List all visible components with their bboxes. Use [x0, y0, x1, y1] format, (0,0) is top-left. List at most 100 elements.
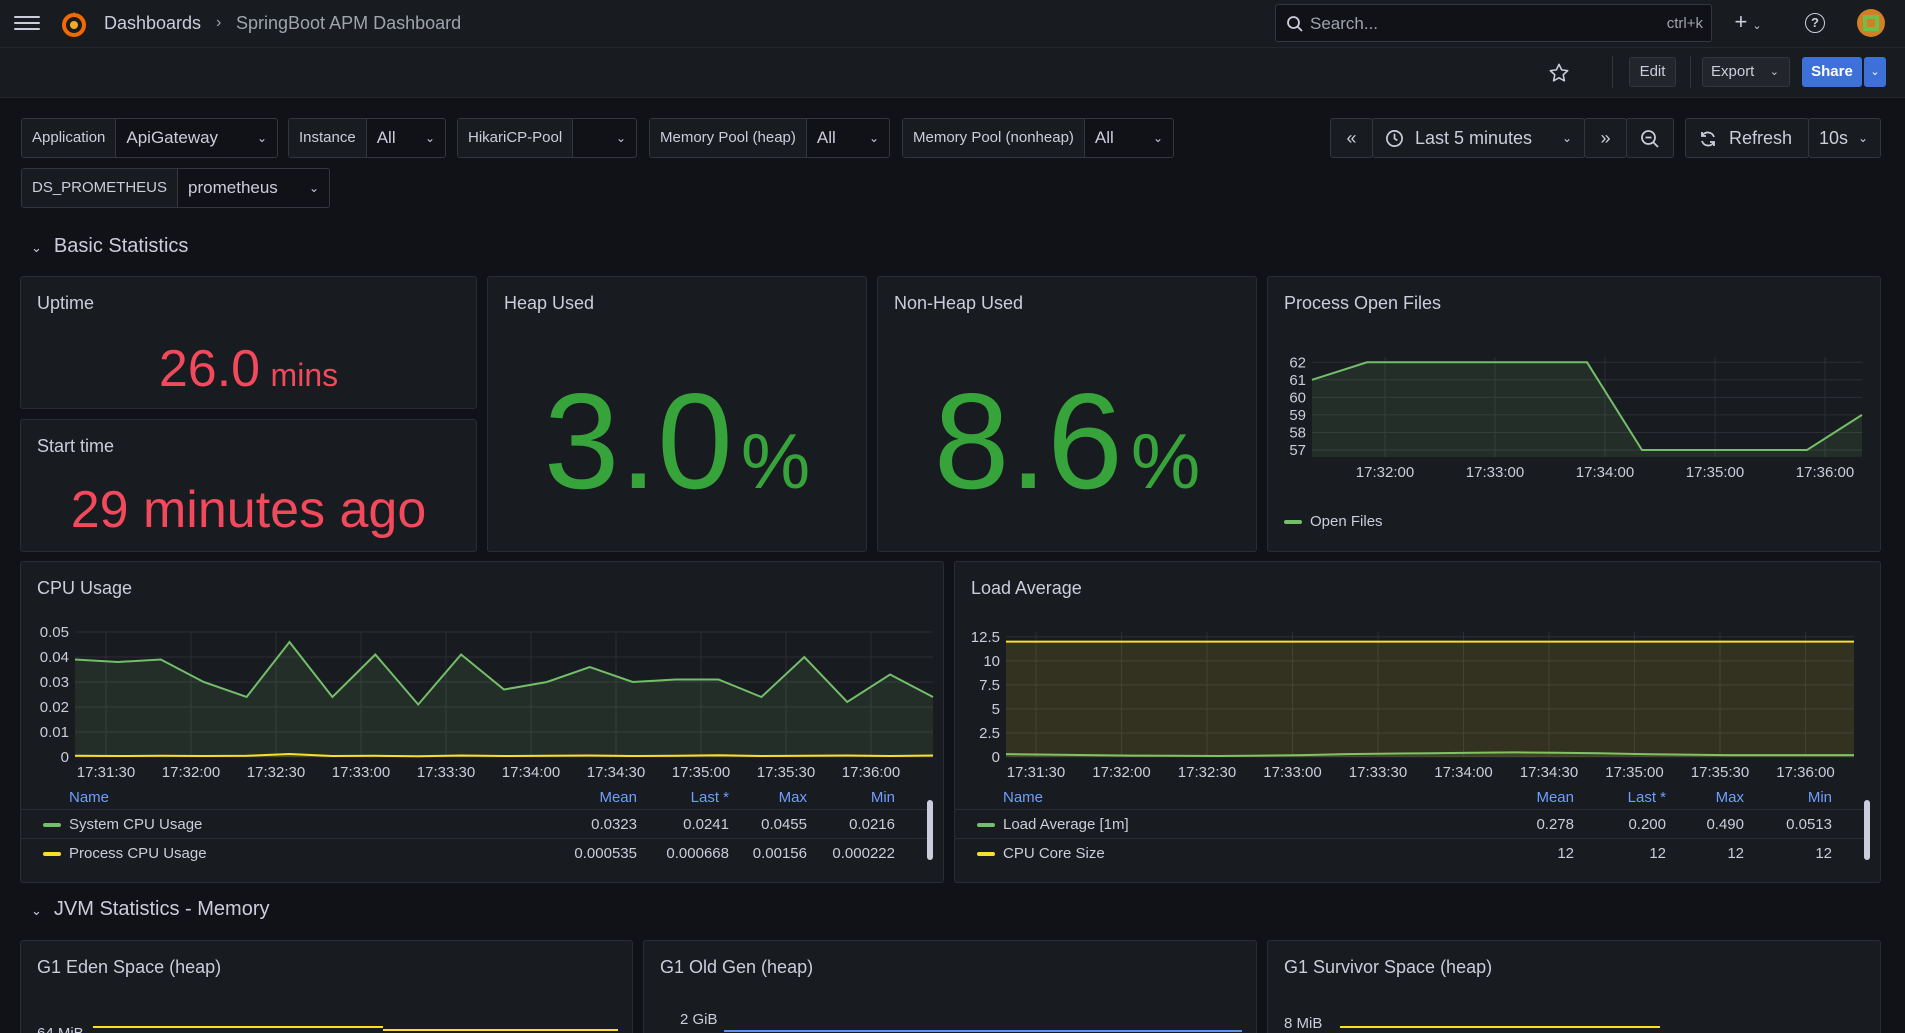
- legend-header-mean[interactable]: Mean: [1536, 789, 1574, 806]
- panel-g1-eden-space[interactable]: G1 Eden Space (heap) 64 MiB: [20, 940, 633, 1033]
- legend-header-last[interactable]: Last *: [1627, 789, 1666, 806]
- zoom-out-button[interactable]: [1626, 118, 1674, 158]
- share-button[interactable]: Share: [1802, 57, 1862, 87]
- panel-non-heap-used[interactable]: Non-Heap Used 8.6%: [877, 276, 1257, 552]
- panel-g1-survivor-space[interactable]: G1 Survivor Space (heap) 8 MiB: [1267, 940, 1881, 1033]
- variable-instance[interactable]: Instance All ⌄: [288, 118, 446, 158]
- legend-item-open-files[interactable]: Open Files: [1284, 513, 1383, 530]
- chevron-down-icon: ⌄: [308, 181, 319, 195]
- x-tick-label: 17:32:30: [247, 764, 305, 781]
- x-tick-label: 17:35:00: [1605, 764, 1663, 781]
- edit-button[interactable]: Edit: [1629, 57, 1676, 87]
- share-options-chevron-icon[interactable]: ⌄: [1864, 57, 1886, 87]
- y-tick-label: 0: [992, 749, 1000, 766]
- legend-header-name[interactable]: Name: [69, 789, 110, 806]
- menu-icon[interactable]: [14, 12, 40, 34]
- legend-scrollbar[interactable]: [927, 790, 933, 870]
- y-tick-label: 7.5: [979, 677, 1000, 694]
- clock-icon: [1386, 130, 1403, 147]
- top-navbar: Dashboards › SpringBoot APM Dashboard Se…: [0, 0, 1905, 48]
- legend-value-min: 0.0216: [849, 816, 895, 833]
- export-button[interactable]: Export ⌄: [1702, 57, 1790, 87]
- legend-header-min[interactable]: Min: [1807, 789, 1832, 806]
- series-line: [1311, 361, 1863, 451]
- x-tick-label: 17:35:00: [1686, 464, 1744, 481]
- chevron-down-icon: ⌄: [1857, 131, 1868, 145]
- variable-ds-prometheus[interactable]: DS_PROMETHEUS prometheus ⌄: [21, 168, 330, 208]
- row-jvm-statistics-memory[interactable]: ⌄ JVM Statistics - Memory: [31, 898, 269, 921]
- add-menu-button[interactable]: + ⌄: [1728, 9, 1768, 37]
- legend-series-name: Process CPU Usage: [43, 845, 207, 862]
- grafana-logo-icon[interactable]: [60, 10, 88, 38]
- series-area: [1006, 752, 1854, 757]
- panel-heap-used[interactable]: Heap Used 3.0%: [487, 276, 867, 552]
- legend-header-min[interactable]: Min: [870, 789, 895, 806]
- variable-application[interactable]: Application ApiGateway ⌄: [21, 118, 278, 158]
- row-title: JVM Statistics - Memory: [53, 898, 270, 920]
- legend-header-max[interactable]: Max: [1715, 789, 1744, 806]
- legend-value-last: 0.200: [1628, 816, 1666, 833]
- avatar[interactable]: [1857, 9, 1885, 37]
- variable-memory-pool-heap[interactable]: Memory Pool (heap) All ⌄: [649, 118, 890, 158]
- time-shift-forward-button[interactable]: »: [1584, 118, 1627, 158]
- panel-cpu-usage[interactable]: CPU Usage 0 0.01 0.02 0.03 0.04 0.05 17:31:30 1…: [20, 561, 944, 883]
- stat-number: 3.0: [543, 365, 733, 517]
- y-tick-label: 0.04: [40, 649, 69, 666]
- stat-number: 8.6: [933, 365, 1123, 517]
- legend-value-max: 0.00156: [752, 845, 807, 862]
- legend-row[interactable]: CPU Core Size 12 12 12 12: [955, 838, 1868, 867]
- legend-value-mean: 12: [1557, 845, 1574, 862]
- legend-scrollbar[interactable]: [1864, 790, 1870, 870]
- stat-value: 29 minutes ago: [70, 481, 427, 539]
- variable-label: HikariCP-Pool: [458, 119, 574, 157]
- row-title: Basic Statistics: [53, 235, 189, 257]
- refresh-interval-picker[interactable]: 10s ⌄: [1808, 118, 1881, 158]
- legend-value-max: 0.0455: [761, 816, 807, 833]
- legend-value-min: 0.0513: [1786, 816, 1832, 833]
- series-line: [383, 1029, 618, 1031]
- x-tick-label: 17:34:00: [1434, 764, 1492, 781]
- legend-row[interactable]: System CPU Usage 0.0323 0.0241 0.0455 0.0216: [21, 809, 931, 838]
- chevrons-left-icon: «: [1346, 128, 1357, 148]
- y-tick-label: 58: [1289, 424, 1306, 441]
- panel-title: G1 Survivor Space (heap): [1284, 957, 1493, 977]
- variable-memory-pool-nonheap[interactable]: Memory Pool (nonheap) All ⌄: [902, 118, 1174, 158]
- legend-row[interactable]: Load Average [1m] 0.278 0.200 0.490 0.0513: [955, 809, 1868, 838]
- panel-start-time[interactable]: Start time 29 minutes ago: [20, 419, 477, 552]
- star-icon[interactable]: [1548, 62, 1570, 84]
- x-tick-label: 17:31:30: [77, 764, 135, 781]
- x-tick-label: 17:36:00: [1776, 764, 1834, 781]
- panel-title: Process Open Files: [1284, 293, 1442, 313]
- breadcrumb-dashboards[interactable]: Dashboards: [104, 13, 202, 33]
- variable-value: All: [816, 128, 836, 147]
- series-line: [93, 1026, 383, 1028]
- panel-load-average[interactable]: Load Average 0 2.5 5 7.5 10 12.5 17:31:30 17:32…: [954, 561, 1881, 883]
- help-icon[interactable]: ?: [1805, 13, 1825, 33]
- legend-row[interactable]: Process CPU Usage 0.000535 0.000668 0.00156…: [21, 838, 931, 867]
- refresh-interval-value: 10s: [1819, 128, 1849, 148]
- legend-value-last: 0.000668: [666, 845, 729, 862]
- panel-uptime[interactable]: Uptime 26.0 mins: [20, 276, 477, 409]
- panel-process-open-files[interactable]: Process Open Files 57 58 59 60 61 62 17:32:00 1…: [1267, 276, 1881, 552]
- legend-header-max[interactable]: Max: [778, 789, 807, 806]
- time-shift-back-button[interactable]: «: [1330, 118, 1373, 158]
- variable-value: ApiGateway: [126, 128, 219, 147]
- legend-value-last: 12: [1649, 845, 1666, 862]
- y-tick-label: 5: [992, 701, 1000, 718]
- refresh-button[interactable]: Refresh: [1685, 118, 1809, 158]
- legend-header-last[interactable]: Last *: [690, 789, 729, 806]
- x-tick-label: 17:33:30: [417, 764, 475, 781]
- variable-hikaricp-pool[interactable]: HikariCP-Pool ⌄: [457, 118, 637, 158]
- legend-value-mean: 0.0323: [591, 816, 637, 833]
- time-range-picker[interactable]: Last 5 minutes ⌄: [1372, 118, 1585, 158]
- row-basic-statistics[interactable]: ⌄ Basic Statistics: [31, 235, 188, 258]
- panel-g1-old-gen[interactable]: G1 Old Gen (heap) 2 GiB: [643, 940, 1257, 1033]
- chevron-down-icon: ⌄: [424, 131, 435, 145]
- breadcrumb-separator: ›: [216, 14, 222, 31]
- search-input[interactable]: Search... ctrl+k: [1275, 4, 1712, 42]
- panel-title: Uptime: [37, 293, 95, 313]
- chevron-down-icon: ⌄: [1769, 66, 1779, 78]
- legend-header-mean[interactable]: Mean: [599, 789, 637, 806]
- legend-header-name[interactable]: Name: [1003, 789, 1044, 806]
- x-tick-label: 17:34:00: [502, 764, 560, 781]
